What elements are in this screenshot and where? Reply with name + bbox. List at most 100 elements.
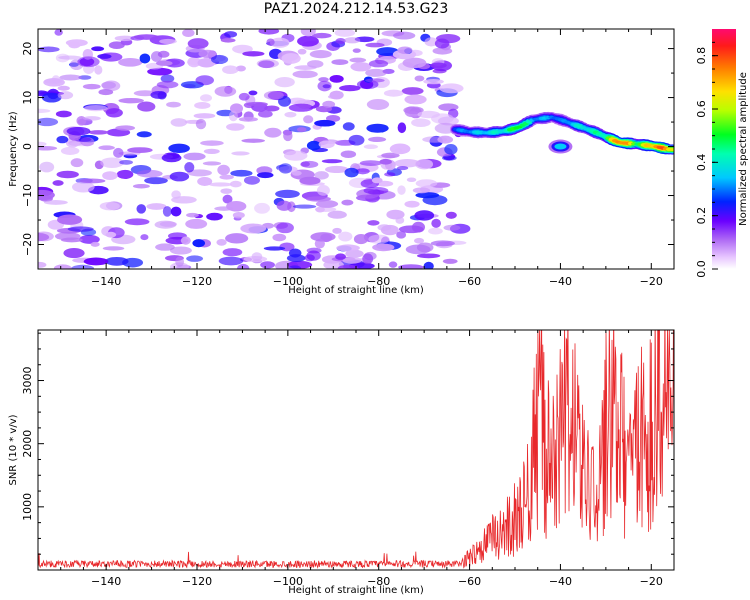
spectrogram-cell [246, 101, 268, 107]
spectrogram-cell [264, 105, 280, 112]
spectrogram-cell [102, 171, 118, 181]
spectrogram-cell [195, 75, 214, 86]
spectrogram-cell [278, 163, 293, 174]
spectrogram-cell [276, 222, 294, 234]
spectrogram-cell [402, 57, 427, 69]
spectrogram-cell [336, 244, 360, 252]
spectrogram-cell [443, 224, 461, 231]
spectrogram-cell [251, 252, 263, 261]
spectrogram-cell [60, 146, 80, 155]
snr-frame [37, 329, 675, 571]
spectrogram-cell [299, 176, 321, 185]
spectrogram-cell [397, 185, 406, 195]
spectrogram-cell [388, 261, 398, 268]
spectrogram-cell [83, 257, 109, 266]
spectrogram-cell [309, 50, 332, 59]
spectrogram-cell [270, 37, 290, 48]
spectrogram-cell [398, 264, 424, 269]
spectrogram-cell [297, 35, 319, 47]
spectrogram-cell [82, 116, 101, 121]
colorbar-tick-label: 0.0 [695, 260, 708, 278]
spectrogram-cell [342, 122, 355, 131]
snr-plot: −140 −120 −100 −80 −60 −40 −20 1000 2000 3000 Hei… [8, 329, 675, 596]
spectrogram-cell [404, 200, 420, 208]
spectrogram-cell [155, 243, 175, 251]
spectrogram-cell [312, 32, 332, 39]
spectrogram-cell [222, 194, 233, 204]
spectrogram-cell [84, 105, 108, 112]
spectrogram-cell [300, 29, 316, 37]
spectrogram-cell [395, 216, 405, 224]
spectrogram-cell [105, 231, 117, 238]
spectrogram-cell [338, 231, 353, 242]
spectrogram-cell [368, 234, 390, 244]
spectrogram-cell [304, 254, 315, 262]
spectrogram-cell [339, 85, 361, 92]
spectrogram-cell [415, 192, 440, 199]
spectrogram-cell [310, 232, 336, 242]
spectrogram-cell [353, 233, 369, 245]
spectrogram-cell [411, 118, 431, 127]
spectrogram-cell [118, 58, 143, 67]
spectrogram-cell [59, 74, 82, 81]
spectrogram-cell [288, 265, 302, 269]
spectrogram-cell [154, 220, 177, 229]
colorbar-tick-label: 0.2 [695, 207, 708, 225]
spectrogram-cell [429, 62, 447, 69]
spectrogram-cell [437, 135, 454, 144]
spectrogram-cell [137, 101, 156, 112]
snr-x-tick-label: −60 [458, 575, 481, 588]
spectrogram-cell [428, 227, 443, 235]
spectrogram-cell [434, 38, 450, 49]
spectrogram-cell [258, 110, 273, 118]
spectrogram-cell [230, 169, 253, 177]
spectrogram-cell [63, 248, 85, 259]
spectrogram-cell [57, 85, 70, 91]
spectrogram-cell [368, 59, 389, 68]
snr-y-tick-label: 3000 [21, 367, 34, 395]
spectrogram-cell [329, 90, 344, 100]
spectrogram-cell [383, 89, 404, 97]
spectrogram-cell [198, 49, 217, 58]
spectrogram-cell [210, 54, 229, 65]
colorbar-tick-label: 0.4 [695, 154, 708, 172]
spectrogram-cell [381, 152, 400, 159]
spectrogram-cell [414, 210, 435, 221]
spectrogram-cell [379, 158, 392, 165]
spectrogram-x-tick-label: −140 [91, 275, 121, 288]
spectrogram-cell [82, 83, 101, 90]
spectrogram-cell [297, 48, 307, 55]
spectrogram-cell [99, 201, 120, 211]
spectrogram-cell [393, 31, 416, 40]
spectrogram-cell [412, 187, 431, 194]
spectrogram-cell [102, 246, 125, 251]
spectrogram-cell [94, 65, 103, 75]
spectrogram-cell [57, 91, 74, 100]
spectrogram-cell [168, 143, 190, 154]
spectrogram-cell [380, 224, 399, 236]
spectrogram-cell [366, 98, 390, 110]
spectrogram-cell [431, 218, 441, 228]
spectrogram-cell [79, 178, 106, 184]
spectrogram-cell [206, 212, 223, 221]
spectrogram-cell [414, 237, 425, 244]
spectrogram-cell [314, 119, 336, 127]
spectrogram-cell [363, 186, 389, 195]
spectrogram-cell [101, 81, 116, 89]
spectrogram-cell [197, 58, 216, 68]
spectrogram-cell [432, 47, 453, 55]
spectrogram-cell [284, 111, 297, 118]
spectrogram-y-tick-label: −20 [21, 233, 34, 256]
spectrogram-cell [169, 171, 190, 182]
spectrogram-cell [365, 68, 387, 77]
spectrogram-cell [133, 34, 160, 40]
spectrogram-cell [442, 258, 458, 264]
spectrogram-cell [218, 256, 244, 266]
spectrogram-cell [345, 249, 364, 258]
spectrogram-cell [444, 144, 458, 155]
snr-y-tick-label: 1000 [21, 493, 34, 521]
spectrogram-cell [238, 92, 250, 101]
spectrogram-cell [372, 243, 395, 252]
spectrogram-cell [136, 204, 147, 214]
